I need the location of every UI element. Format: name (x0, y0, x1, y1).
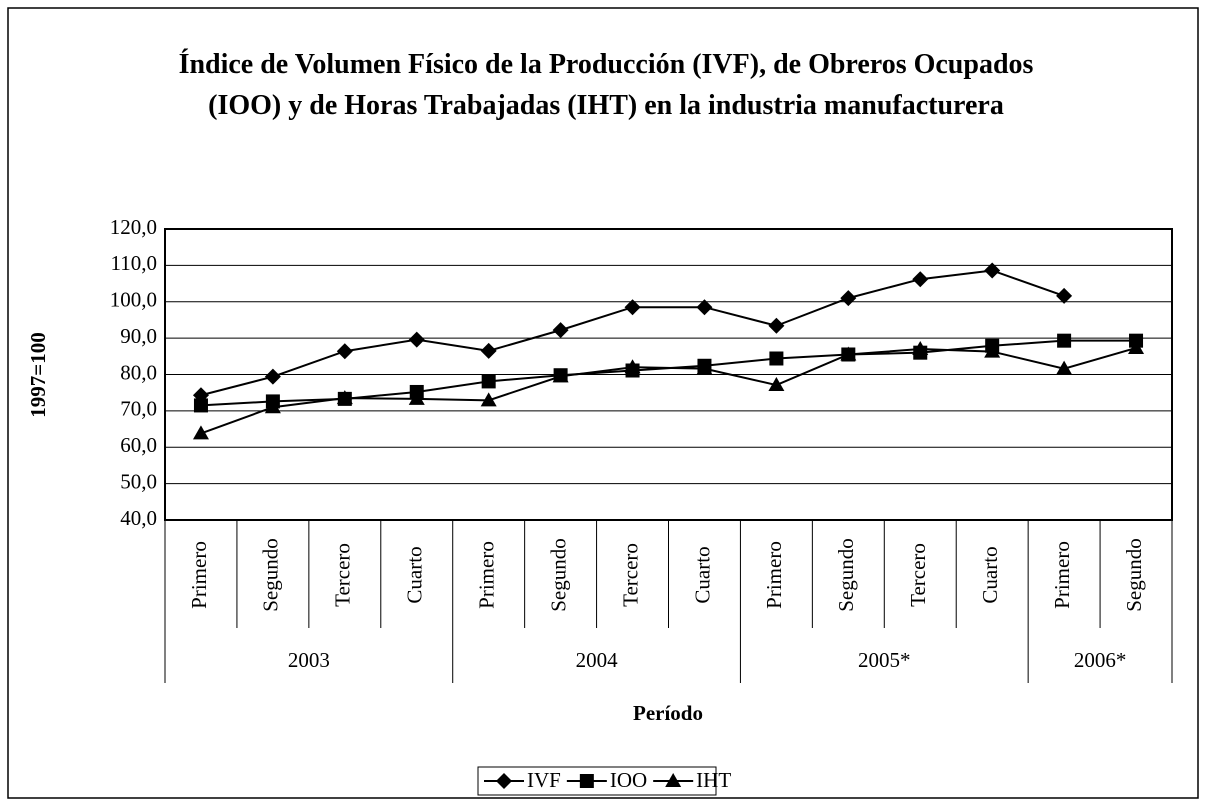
marker (984, 262, 1001, 279)
marker (496, 773, 512, 789)
marker (193, 398, 208, 413)
marker (696, 360, 713, 375)
y-tick-label: 110,0 (111, 251, 157, 275)
x-tick-label: Tercero (906, 543, 930, 607)
x-tick-label: Cuarto (978, 546, 1002, 603)
x-axis-label: Período (633, 701, 703, 725)
marker (1057, 333, 1072, 348)
marker (624, 299, 641, 316)
marker (768, 317, 785, 334)
marker (1128, 339, 1145, 354)
marker (336, 390, 353, 405)
marker (768, 377, 785, 392)
y-tick-label: 60,0 (120, 433, 157, 457)
marker (192, 425, 209, 440)
x-tick-label: Tercero (331, 543, 355, 607)
chart-border (7, 7, 1199, 799)
y-tick-label: 100,0 (110, 288, 157, 312)
y-axis-label: 1997=100 (26, 332, 50, 417)
marker (579, 774, 594, 788)
y-tick-label: 80,0 (120, 360, 157, 384)
x-group-label: 2006* (1074, 648, 1127, 672)
x-tick-label: Segundo (1122, 538, 1146, 612)
x-tick-label: Segundo (546, 538, 570, 612)
x-tick-label: Primero (762, 541, 786, 609)
legend-label: IHT (696, 768, 731, 792)
y-tick-label: 40,0 (120, 506, 157, 530)
marker (552, 322, 569, 339)
chart-title: Índice de Volumen Físico de la Producció… (178, 49, 1034, 121)
marker (624, 359, 641, 374)
y-tick-label: 90,0 (120, 324, 157, 348)
marker (769, 351, 784, 366)
x-tick-label: Primero (1050, 541, 1074, 609)
marker (408, 331, 425, 348)
x-tick-label: Segundo (834, 538, 858, 612)
y-tick-label: 70,0 (120, 397, 157, 421)
series-line (200, 346, 1137, 435)
x-tick-label: Cuarto (690, 546, 714, 603)
x-tick-label: Cuarto (403, 546, 427, 603)
marker (912, 341, 929, 356)
x-tick-label: Tercero (618, 543, 642, 607)
marker (840, 346, 857, 361)
marker (408, 390, 425, 405)
marker (696, 299, 713, 316)
marker (481, 374, 496, 389)
marker (1056, 287, 1073, 304)
marker (665, 773, 682, 787)
x-tick-label: Primero (187, 541, 211, 609)
x-group-label: 2003 (288, 648, 330, 672)
marker (912, 271, 929, 288)
marker (480, 342, 497, 359)
marker (984, 343, 1001, 358)
marker (336, 343, 353, 360)
marker (264, 368, 281, 385)
y-tick-label: 120,0 (110, 215, 157, 239)
x-group-label: 2004 (576, 648, 619, 672)
marker (840, 290, 857, 307)
x-group-label: 2005* (858, 648, 911, 672)
y-tick-label: 50,0 (120, 469, 157, 493)
legend-label: IVF (527, 768, 561, 792)
x-tick-label: Segundo (259, 538, 283, 612)
marker (480, 392, 497, 407)
x-tick-label: Primero (474, 541, 498, 609)
legend-label: IOO (610, 768, 647, 792)
marker (264, 399, 281, 414)
marker (1056, 360, 1073, 375)
marker (552, 368, 569, 383)
